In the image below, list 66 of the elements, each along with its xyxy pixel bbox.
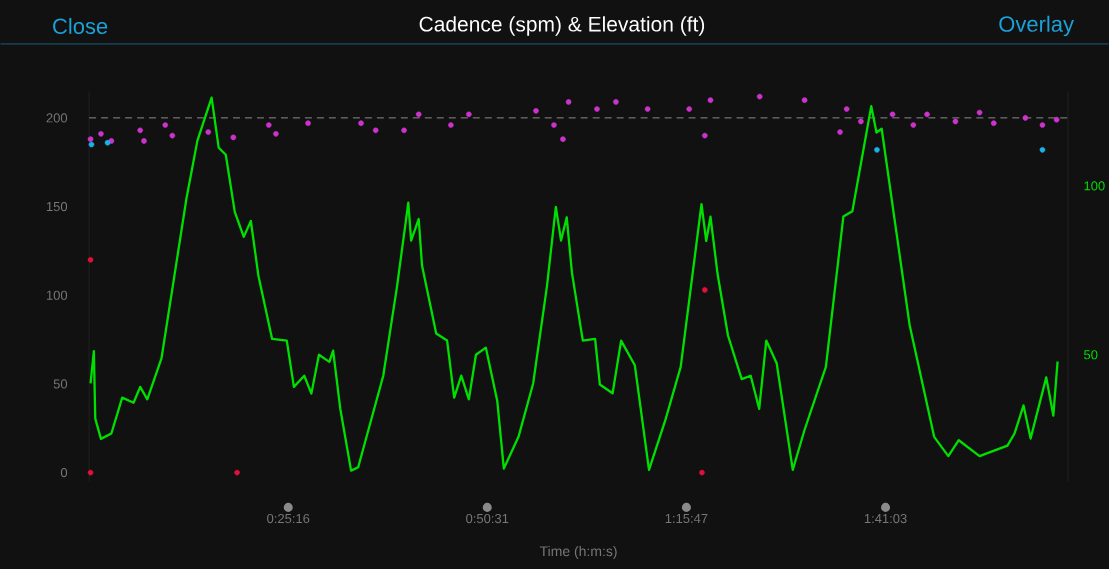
- x-tick-label: 0:50:31: [466, 513, 509, 523]
- point: [858, 118, 864, 124]
- point: [141, 137, 147, 144]
- point: [234, 469, 240, 476]
- point: [273, 130, 279, 137]
- point: [702, 132, 708, 139]
- point: [594, 105, 600, 112]
- point: [889, 111, 896, 117]
- point: [613, 98, 619, 105]
- text: Overlay: [999, 15, 1074, 36]
- point: [358, 120, 364, 126]
- line-series: [89, 96, 1059, 472]
- x-tick-label: 1:15:47: [665, 513, 708, 523]
- point: [466, 111, 472, 117]
- x-tick-label: 1:41:03: [864, 513, 907, 523]
- x-tick-label: 0:25:16: [267, 513, 310, 523]
- point: [756, 93, 763, 100]
- point: [230, 134, 237, 140]
- point: [205, 129, 212, 135]
- y-tick-label: 150: [46, 201, 68, 211]
- point: [976, 109, 983, 116]
- point: [87, 469, 94, 476]
- point: [448, 121, 454, 128]
- point: [137, 127, 143, 133]
- point: [266, 121, 272, 128]
- x-axis-title: Time (h:m:s): [539, 545, 617, 559]
- y-tick-label: 200: [46, 113, 68, 123]
- point: [990, 120, 997, 126]
- text: Close: [53, 17, 108, 34]
- point: [686, 105, 692, 112]
- point: [169, 132, 176, 139]
- point: [565, 98, 572, 105]
- point: [644, 105, 651, 112]
- point: [305, 120, 311, 126]
- point: [1039, 121, 1046, 128]
- point: [88, 141, 95, 148]
- point: [837, 129, 843, 135]
- point: [707, 97, 714, 103]
- point: [910, 121, 917, 128]
- point: [1053, 116, 1060, 123]
- point: [801, 97, 808, 103]
- point: [98, 130, 104, 137]
- point: [699, 469, 705, 476]
- point: [874, 146, 880, 153]
- point: [952, 118, 959, 124]
- point: [1022, 114, 1029, 121]
- y2-tick-label: 50: [1084, 349, 1098, 360]
- point: [1039, 146, 1046, 153]
- point: [551, 121, 557, 128]
- point: [87, 256, 94, 263]
- point: [924, 111, 930, 117]
- point: [87, 136, 94, 142]
- point: [415, 111, 422, 117]
- point: [162, 121, 169, 128]
- y2-tick-label: 100: [1084, 181, 1105, 191]
- point: [843, 105, 850, 112]
- point: [401, 127, 407, 133]
- point: [702, 286, 708, 293]
- chart-title: Cadence (spm) & Elevation (ft): [419, 15, 705, 36]
- point: [372, 127, 379, 133]
- y-tick-label: 0: [60, 467, 68, 477]
- point: [533, 107, 539, 114]
- y-tick-label: 100: [46, 290, 68, 300]
- point: [104, 139, 111, 146]
- point: [560, 136, 566, 142]
- y-tick-label: 50: [53, 379, 68, 389]
